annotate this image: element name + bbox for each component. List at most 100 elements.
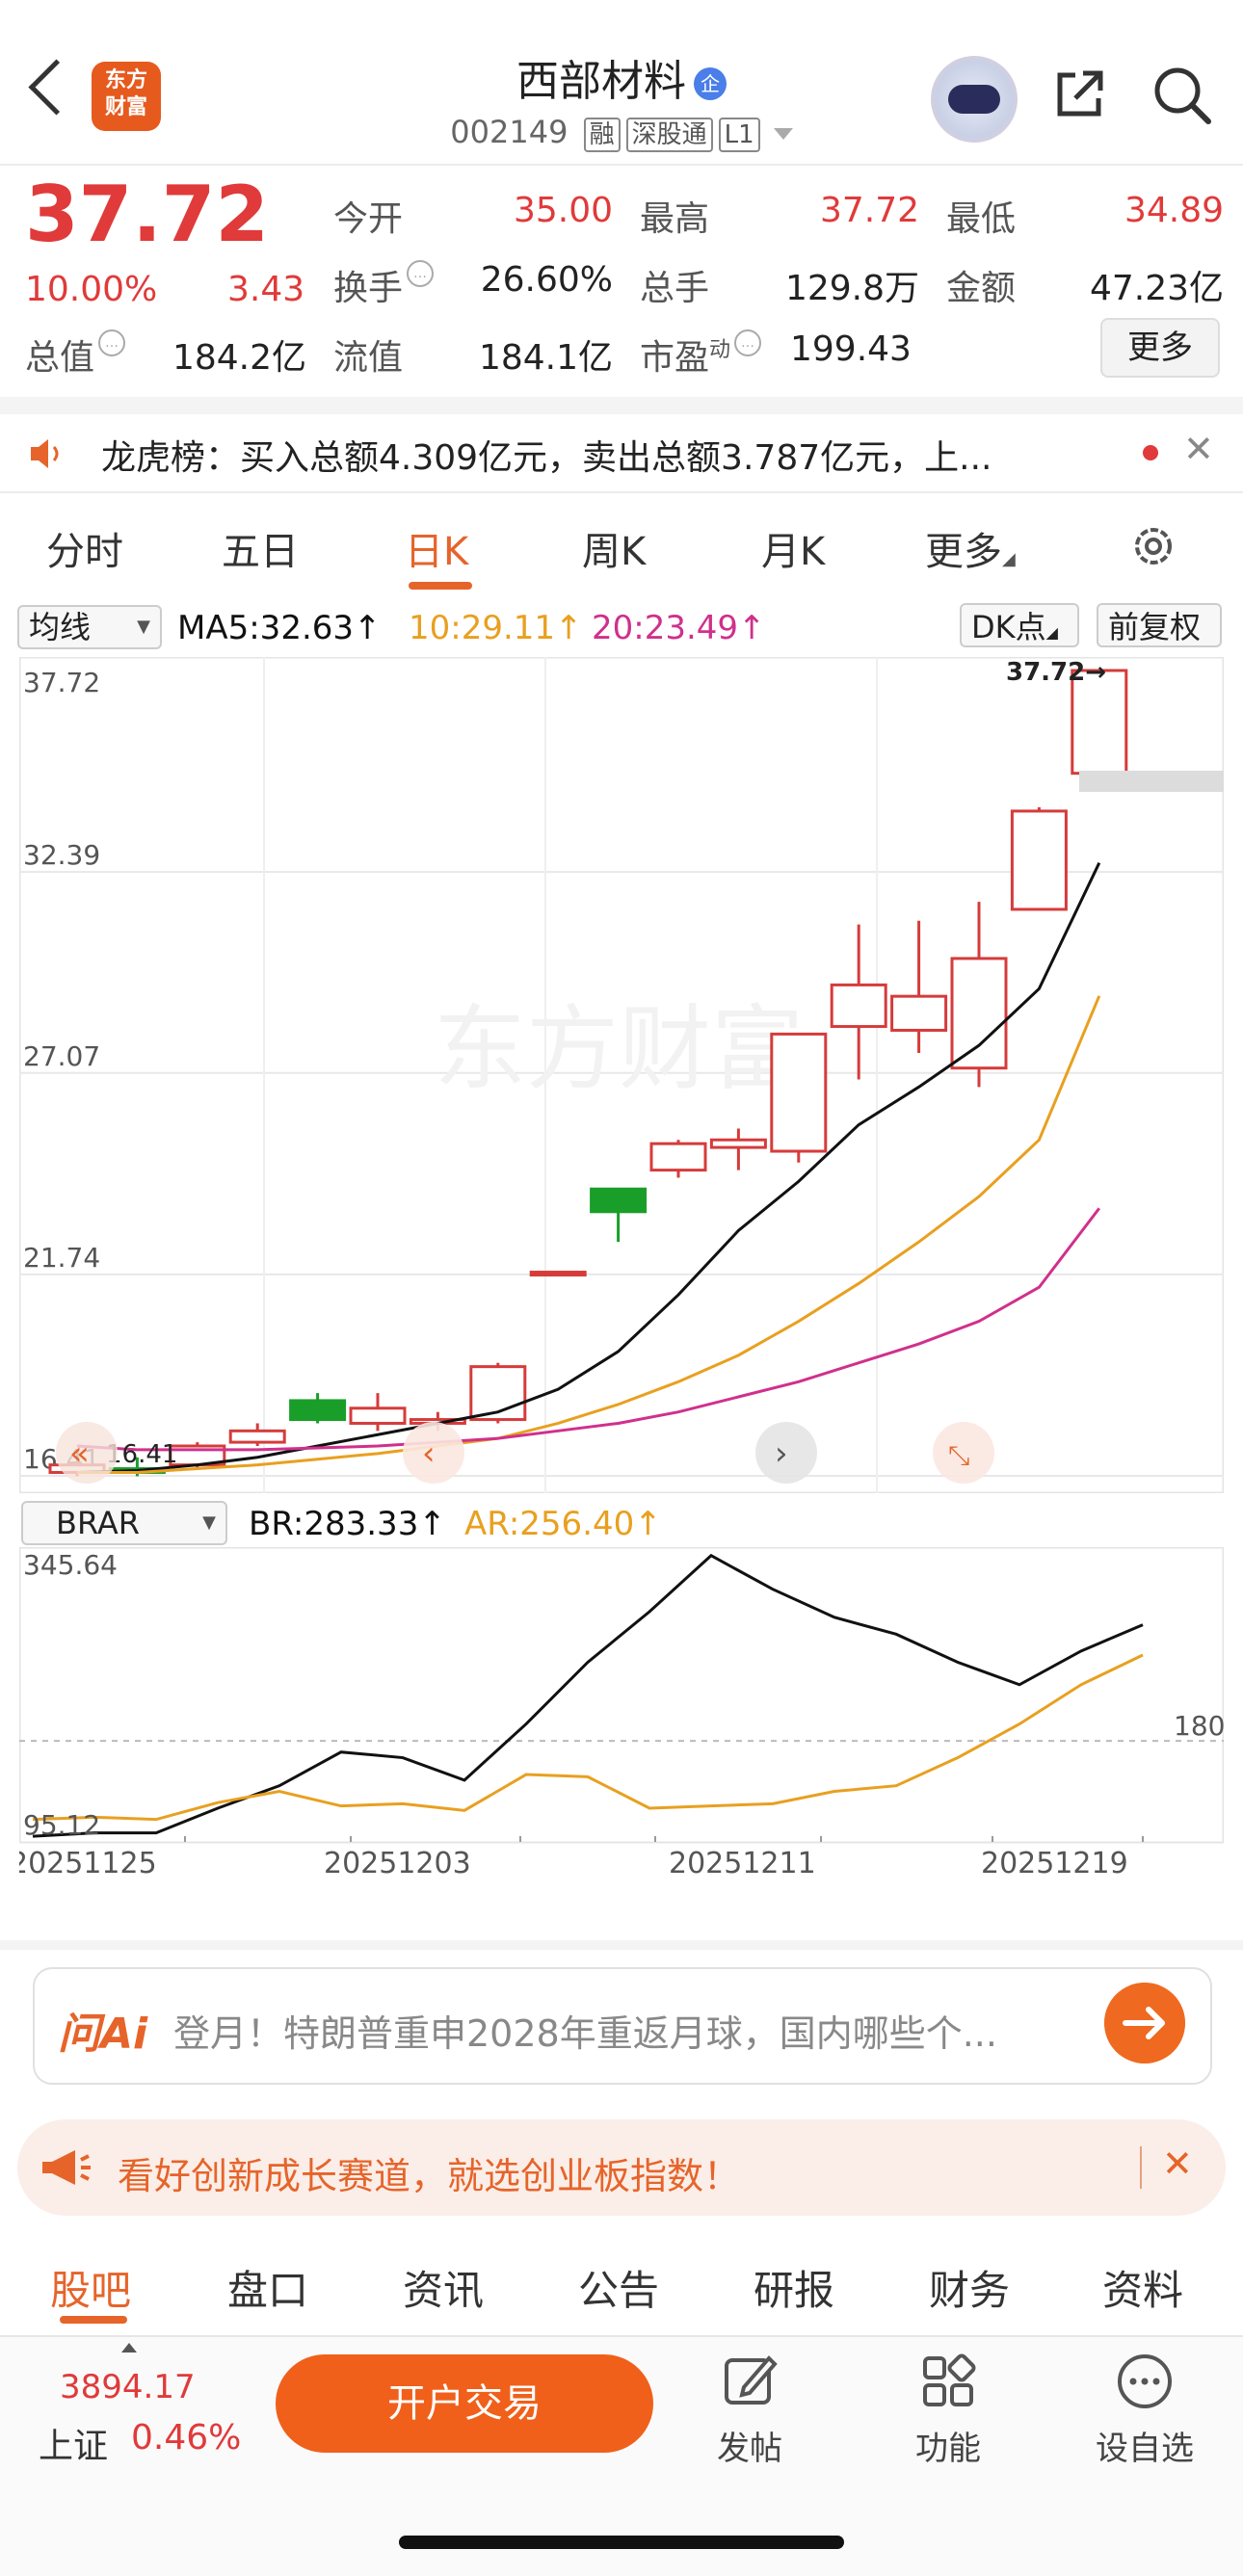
- function-grid-icon[interactable]: [917, 2351, 979, 2412]
- min-price-label: 16.41: [106, 1440, 177, 1469]
- adjust-button[interactable]: 前复权: [1097, 603, 1222, 647]
- tab-research[interactable]: 研报: [754, 2267, 835, 2314]
- share-icon[interactable]: [1054, 67, 1106, 119]
- value-float-value: 184.1亿: [478, 338, 613, 378]
- close-notice-icon[interactable]: ✕: [1183, 428, 1214, 470]
- double-left-icon: «: [69, 1434, 90, 1473]
- open-account-trade-button[interactable]: 开户交易: [276, 2354, 653, 2453]
- candle-body: [590, 1187, 648, 1214]
- promo-text[interactable]: 看好创新成长赛道，就选创业板指数！: [118, 2155, 741, 2197]
- candle-body: [228, 1429, 286, 1444]
- ma-lines: [76, 862, 1101, 1474]
- label-turnover-text: 换手: [333, 269, 404, 308]
- active-tab-indicator: [60, 2316, 127, 2324]
- ai-question-text[interactable]: 登月！特朗普重申2028年重返月球，国内哪些个...: [173, 2012, 997, 2055]
- unread-dot: [1143, 445, 1158, 460]
- brar-chart[interactable]: 345.64 95.12 180 20251125 20251203 20251211 20…: [19, 1547, 1224, 1875]
- candle-body: [709, 1138, 767, 1149]
- tab-profile[interactable]: 资料: [1102, 2267, 1184, 2314]
- index-up-arrow-icon: [121, 2343, 137, 2353]
- br-value: BR:283.33↑: [249, 1505, 446, 1543]
- label-pe: 市盈动…: [640, 329, 762, 380]
- prev-button[interactable]: [403, 1422, 464, 1484]
- reference-label: 180: [1174, 1710, 1224, 1742]
- candle-body: [830, 983, 887, 1029]
- info-icon[interactable]: …: [407, 260, 435, 287]
- divider: [1140, 2146, 1142, 2189]
- stock-code: 002149: [450, 114, 569, 150]
- chart-border: [19, 657, 1224, 1493]
- close-banner-icon[interactable]: ✕: [1162, 2142, 1193, 2185]
- label-total-value: 总值…: [25, 329, 126, 380]
- tab-weekly-k[interactable]: 周K: [582, 530, 647, 574]
- fullscreen-button[interactable]: [933, 1422, 994, 1484]
- br-line: [32, 1553, 1144, 1838]
- edit-post-icon[interactable]: [719, 2351, 780, 2412]
- candle-body: [469, 1365, 527, 1422]
- tab-guba[interactable]: 股吧: [50, 2267, 132, 2314]
- rewind-button[interactable]: [56, 1422, 118, 1484]
- ma20-line: [76, 1207, 1100, 1452]
- function-label[interactable]: 功能: [915, 2430, 981, 2468]
- label-amount: 金额: [946, 269, 1017, 308]
- divider: [0, 491, 1243, 493]
- stock-title: 西部材料企: [0, 46, 1243, 108]
- promo-banner[interactable]: [17, 2119, 1226, 2216]
- value-open: 35.00: [513, 191, 613, 230]
- ma-select-label: 均线: [29, 609, 92, 645]
- ma-select[interactable]: 均线 ▼: [17, 605, 162, 649]
- value-pe: 199.43: [790, 329, 912, 369]
- candle-body: [289, 1399, 347, 1422]
- stock-code-row[interactable]: 002149 融深股通 L1: [0, 114, 1243, 152]
- tab-five-day[interactable]: 五日: [222, 530, 299, 574]
- x-tick-label: 20251203: [324, 1847, 471, 1875]
- chevron-left-icon: ‹: [422, 1434, 436, 1473]
- dk-point-label: DK点: [971, 609, 1046, 645]
- candle-body: [1071, 669, 1128, 775]
- tab-more[interactable]: 更多◢: [925, 520, 1016, 576]
- info-icon[interactable]: …: [98, 329, 126, 356]
- tab-announcements[interactable]: 公告: [578, 2267, 660, 2314]
- top-bar: 东方 财富 西部材料企 002149 融深股通 L1: [0, 0, 1243, 164]
- tab-finance[interactable]: 财务: [929, 2267, 1011, 2314]
- value-total-value: 184.2亿: [172, 338, 306, 378]
- tab-order-book[interactable]: 盘口: [227, 2267, 309, 2314]
- notice-text[interactable]: 龙虎榜：买入总额4.309亿元，卖出总额3.787亿元，上...: [101, 438, 992, 478]
- ma10-value: 10:29.11↑: [409, 609, 583, 647]
- value-amount: 47.23亿: [1089, 269, 1224, 308]
- more-dots-icon[interactable]: [1114, 2351, 1176, 2412]
- more-quote-button[interactable]: 更多: [1100, 318, 1220, 378]
- tab-intraday[interactable]: 分时: [46, 530, 123, 574]
- dk-point-button[interactable]: DK点◢: [960, 603, 1079, 647]
- tab-daily-k[interactable]: 日K: [405, 530, 469, 574]
- value-turnover: 26.60%: [480, 260, 613, 300]
- chart-nav-controls: « ‹ › ⤡: [56, 1422, 994, 1484]
- price-marker-band: [1079, 771, 1224, 792]
- index-percent[interactable]: 0.46%: [131, 2418, 242, 2458]
- tab-monthly-k[interactable]: 月K: [761, 530, 826, 574]
- brar-labels: 345.64 95.12 180 20251125 20251203 20251211 20…: [19, 1549, 1224, 1875]
- post-label[interactable]: 发帖: [717, 2430, 782, 2468]
- y-tick-label: 345.64: [23, 1549, 118, 1581]
- x-tick-label: 20251211: [669, 1847, 816, 1875]
- index-name[interactable]: 上证: [39, 2427, 109, 2466]
- index-value[interactable]: 3894.17: [60, 2368, 196, 2406]
- candle-body: [349, 1406, 407, 1425]
- search-icon[interactable]: [1152, 66, 1212, 125]
- ai-question-box[interactable]: [33, 1967, 1212, 2085]
- info-icon[interactable]: …: [734, 329, 762, 356]
- arrow-right-icon[interactable]: [1104, 1983, 1185, 2063]
- tab-news[interactable]: 资讯: [403, 2267, 485, 2314]
- candles: [48, 669, 1128, 1477]
- label-total-value-text: 总值: [25, 338, 95, 378]
- stock-name: 西部材料: [516, 57, 686, 106]
- settings-gear-icon[interactable]: [1129, 522, 1177, 570]
- indicator-select[interactable]: BRAR ▼: [21, 1501, 227, 1545]
- brar-lines: [32, 1553, 1144, 1838]
- y-tick-label: 32.39: [23, 839, 100, 871]
- logo-line-1: 东方: [104, 68, 147, 92]
- next-button[interactable]: [755, 1422, 817, 1484]
- add-watchlist-label[interactable]: 设自选: [1096, 2430, 1194, 2468]
- chart-border: [19, 1547, 1224, 1844]
